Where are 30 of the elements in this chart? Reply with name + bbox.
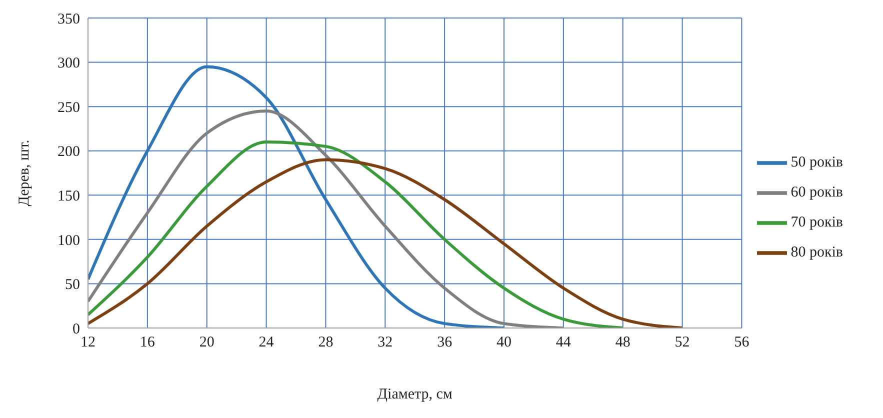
- y-axis-title: Дерев, шт.: [16, 140, 32, 206]
- y-tick-label: 100: [58, 232, 80, 249]
- y-tick-label: 300: [58, 56, 80, 72]
- y-tick-label: 350: [58, 11, 80, 28]
- x-tick-label: 16: [140, 334, 156, 351]
- x-tick-label: 48: [615, 334, 630, 351]
- x-axis-title: Діаметр, см: [377, 386, 453, 403]
- y-tick-label: 50: [65, 277, 80, 294]
- line-series: [88, 110, 565, 328]
- x-tick-label: 36: [437, 334, 453, 351]
- line-series: [88, 65, 506, 328]
- legend-label: 60 років: [790, 184, 843, 200]
- x-tick-label: 12: [80, 334, 96, 351]
- line-series: [88, 140, 624, 328]
- x-tick-label: 44: [556, 334, 572, 351]
- line-series: [88, 158, 684, 328]
- y-tick-label: 200: [58, 144, 80, 160]
- x-tick-label: 32: [378, 334, 393, 351]
- x-tick-label: 52: [674, 334, 690, 351]
- x-tick-label: 24: [258, 334, 274, 351]
- legend-label: 70 років: [790, 214, 843, 230]
- y-tick-label: 250: [58, 100, 80, 116]
- legend-label: 80 років: [790, 244, 843, 260]
- x-tick-label: 40: [496, 334, 512, 351]
- x-tick-label: 20: [199, 334, 214, 351]
- x-tick-label: 56: [734, 334, 750, 351]
- y-tick-label: 150: [58, 188, 80, 204]
- legend-label: 50 років: [790, 154, 843, 170]
- x-tick-label: 28: [318, 334, 334, 351]
- y-tick-label: 0: [72, 321, 80, 338]
